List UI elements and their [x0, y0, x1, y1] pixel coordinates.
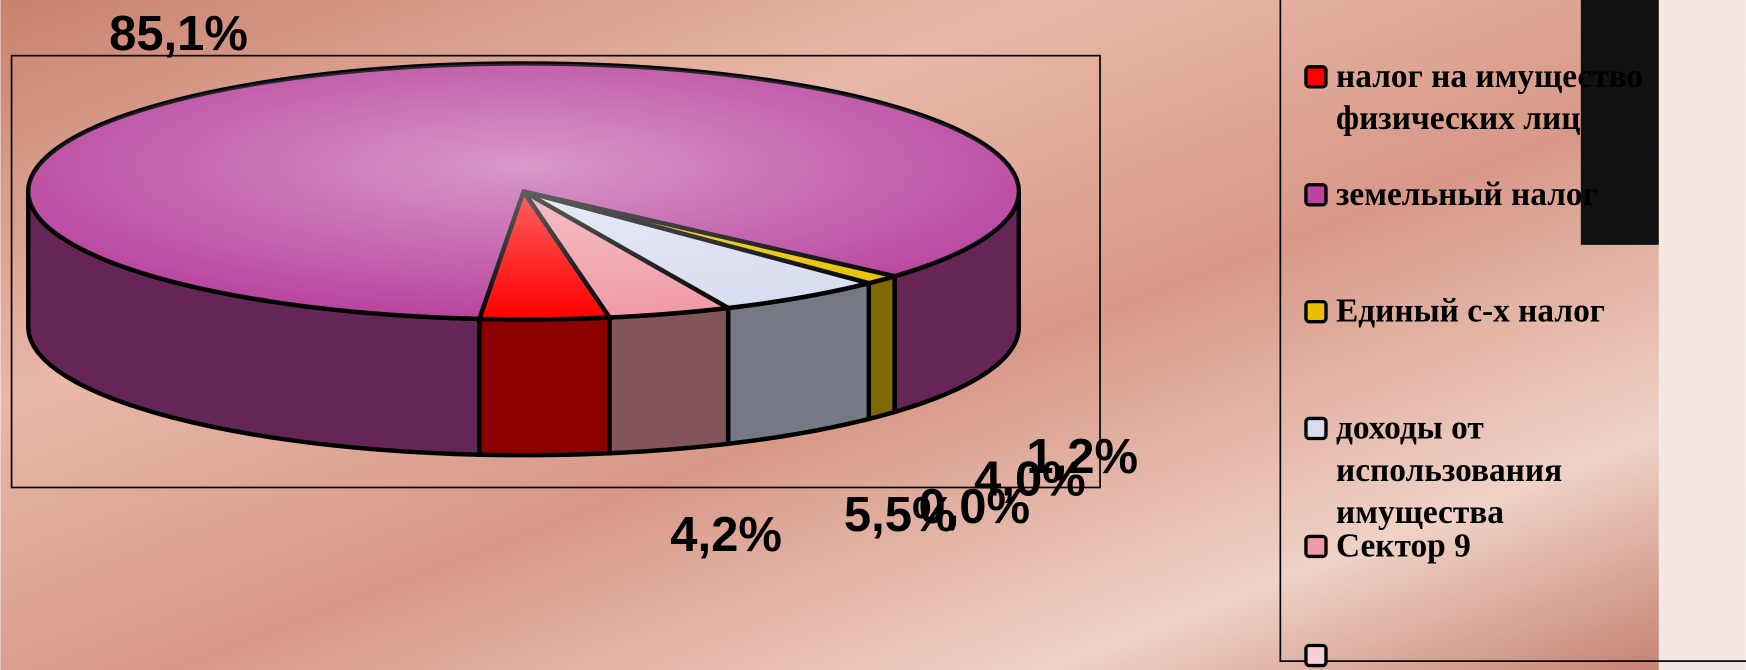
slice-side-shade	[28, 191, 480, 455]
legend-marker	[1304, 65, 1328, 89]
legend-label: земельный налог	[1336, 176, 1598, 213]
legend-marker	[1304, 643, 1328, 668]
slice-side-shade	[728, 283, 869, 444]
legend-label: Сектор 9	[1336, 527, 1471, 564]
legend-label: доходы от использования имущества	[1336, 410, 1562, 532]
legend-label: налог на имущество физических лиц	[1336, 58, 1643, 137]
data-label: 1,2%	[1026, 430, 1138, 484]
legend-marker	[1304, 416, 1328, 441]
data-label: 5,5%	[844, 488, 956, 542]
labels: 4,2% 85,1% 1,2% 5,5% 4,0%0,0%	[109, 7, 1138, 562]
slice-side-shade	[894, 191, 1019, 412]
legend-label: Единый с-х налог	[1336, 293, 1605, 330]
slice-side-shade	[868, 276, 895, 419]
legend-entries: налог на имущество физических лиц земельны…	[1304, 58, 1643, 668]
data-label: 85,1%	[109, 7, 248, 61]
data-label: 0,0%	[918, 480, 1030, 534]
data-label: 4,2%	[670, 508, 782, 562]
legend-marker	[1304, 183, 1328, 207]
data-label: 4,0%	[974, 452, 1086, 506]
pie	[26, 61, 1022, 458]
background-edge	[1658, 0, 1746, 670]
legend-marker	[1304, 299, 1328, 324]
slice-side-shade	[609, 307, 729, 454]
plot-area	[10, 54, 1101, 489]
shine	[28, 63, 1019, 320]
legend-marker	[1304, 534, 1328, 559]
legend	[1279, 0, 1746, 662]
background-dark	[1580, 0, 1659, 245]
slice-side-shade	[479, 317, 610, 456]
